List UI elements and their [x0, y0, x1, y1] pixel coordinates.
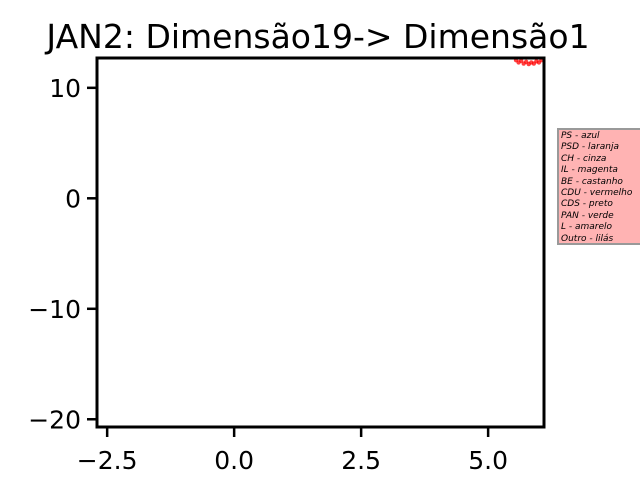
x-tick-label: 2.5	[341, 446, 381, 475]
legend-entry-il: IL - magenta	[561, 165, 618, 176]
legend-entry-outro: Outro - lilás	[561, 233, 614, 244]
legend-entry-cds: CDS - preto	[561, 199, 613, 210]
plot-frame	[95, 56, 546, 429]
legend-entry-pan: PAN - verde	[561, 210, 614, 221]
x-axis: −2.5 0.0 2.5 5.0	[77, 427, 508, 475]
legend-entry-ps: PS - azul	[561, 131, 600, 141]
legend-entry-ch: CH - cinza	[561, 153, 607, 164]
legend-entry-cdu: CDU - vermelho	[561, 188, 633, 199]
y-axis: 10 0 −10 −20	[28, 74, 97, 434]
legend-entry-l: L - amarelo	[561, 222, 613, 233]
legend-entry-be: BE - castanho	[561, 176, 623, 187]
legend-entry-psd: PSD - laranja	[561, 142, 619, 153]
x-tick-label: 0.0	[214, 446, 254, 475]
x-tick-label: 5.0	[468, 446, 508, 475]
legend: PS - azul PSD - laranja CH - cinza IL - …	[557, 128, 640, 245]
x-tick-label: −2.5	[77, 446, 138, 475]
y-tick-label: −10	[28, 295, 81, 324]
y-tick-label: −20	[28, 405, 81, 434]
y-tick-label: 10	[49, 74, 81, 103]
y-tick-label: 0	[65, 184, 81, 213]
chart-title: JAN2: Dimensão19-> Dimensão1	[44, 17, 589, 56]
